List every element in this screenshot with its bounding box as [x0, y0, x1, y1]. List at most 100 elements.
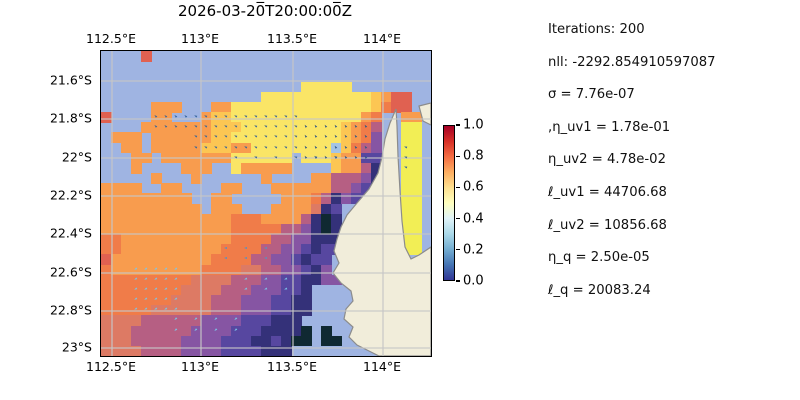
heatmap-cell — [341, 183, 352, 194]
heatmap-cell — [111, 315, 122, 327]
heatmap-cell — [331, 101, 342, 113]
heatmap-cell — [131, 325, 142, 337]
colorbar-tick-mark — [456, 155, 460, 157]
colorbar-tick-label: 0.8 — [463, 148, 484, 164]
colorbar-tick-label: 0.0 — [463, 273, 484, 289]
heatmap-cell — [321, 81, 332, 93]
heatmap-cell — [121, 223, 132, 235]
x-tick-label-top: 112.5°E — [86, 31, 136, 46]
heatmap-cell — [151, 193, 162, 205]
heatmap-cell — [141, 254, 152, 266]
heatmap-cell — [301, 193, 312, 205]
heatmap-cell — [151, 335, 162, 347]
heatmap-cell — [241, 335, 252, 347]
heatmap-cell — [271, 295, 282, 306]
heatmap-cell — [261, 315, 272, 327]
heatmap-cell — [211, 274, 222, 286]
heatmap-cell — [141, 315, 152, 327]
heatmap-cell — [201, 142, 212, 154]
heatmap-cell — [221, 142, 232, 154]
heatmap-cell — [181, 335, 192, 347]
heatmap-cell — [121, 142, 132, 154]
heatmap-cell — [121, 295, 132, 306]
heatmap-cell — [211, 264, 222, 276]
heatmap-cell — [201, 223, 212, 235]
heatmap-cell — [251, 264, 262, 276]
heatmap-cell — [311, 213, 322, 225]
heatmap-cell — [241, 162, 252, 174]
heatmap-cell — [151, 325, 162, 337]
heatmap-cell — [221, 183, 232, 194]
quiver-arrow — [313, 155, 318, 159]
heatmap-cell — [271, 325, 282, 337]
heatmap-cell — [411, 162, 422, 174]
heatmap-cell — [401, 101, 412, 113]
quiver-arrow — [333, 155, 338, 159]
heatmap-cell — [181, 132, 192, 144]
quiver-arrow — [293, 155, 298, 159]
heatmap-cell — [231, 183, 242, 194]
heatmap-cell — [221, 244, 232, 255]
heatmap-cell — [341, 101, 352, 113]
heatmap-cell — [211, 132, 222, 144]
heatmap-cell — [361, 142, 372, 154]
colorbar-tick-mark — [456, 186, 460, 189]
heatmap-cell — [331, 203, 342, 215]
heatmap-cell — [261, 91, 272, 103]
x-tick-label-top: 113.5°E — [267, 31, 317, 46]
heatmap-cell — [111, 193, 122, 205]
heatmap-cell — [141, 213, 152, 225]
heatmap-cell — [281, 295, 292, 306]
heatmap-cell — [271, 183, 282, 194]
heatmap-cell — [331, 223, 342, 235]
heatmap-cell — [221, 345, 232, 356]
heatmap-cell — [251, 122, 262, 133]
heatmap-cell — [241, 254, 252, 266]
heatmap-cell — [201, 315, 212, 327]
heatmap-cell — [261, 284, 272, 296]
heatmap-cell — [291, 132, 302, 144]
heatmap-cell — [231, 162, 242, 174]
heatmap-cell — [191, 162, 202, 174]
heatmap-cell — [131, 193, 142, 205]
heatmap-cell — [201, 132, 212, 144]
colorbar-tick-mark — [456, 249, 460, 251]
heatmap-cell — [251, 284, 262, 296]
heatmap-cell — [381, 91, 392, 103]
heatmap-cell — [131, 142, 142, 154]
heatmap-cell — [221, 234, 232, 245]
heatmap-cell — [301, 274, 312, 286]
colorbar-tick-label: 1.0 — [463, 117, 484, 133]
heatmap-cell — [171, 325, 182, 337]
heatmap-cell — [321, 254, 332, 266]
quiver-arrow — [244, 257, 247, 260]
heatmap-cell — [221, 335, 232, 347]
heatmap-cell — [291, 335, 302, 347]
heatmap-cell — [331, 81, 342, 93]
heatmap-cell — [121, 345, 132, 356]
heatmap-cell — [181, 274, 192, 286]
heatmap-cell — [151, 142, 162, 154]
heatmap-cell — [231, 142, 242, 154]
heatmap-cell — [171, 193, 182, 205]
heatmap-cell — [181, 162, 192, 174]
heatmap-cell — [101, 295, 112, 306]
heatmap-cell — [181, 213, 192, 225]
heatmap-cell — [271, 335, 282, 347]
heatmap-cell — [181, 254, 192, 266]
heatmap-cell — [361, 91, 372, 103]
heatmap-cell — [271, 142, 282, 154]
heatmap-cell — [161, 264, 172, 276]
heatmap-cell — [101, 335, 112, 347]
heatmap-cell — [191, 335, 202, 347]
heatmap-cell — [371, 142, 382, 154]
heatmap-cell — [191, 345, 202, 356]
heatmap-cell — [131, 295, 142, 306]
heatmap-cell — [121, 254, 132, 266]
heatmap-cell — [301, 325, 312, 337]
heatmap-cell — [181, 325, 192, 337]
heatmap-cell — [161, 213, 172, 225]
heatmap-cell — [331, 183, 342, 194]
heatmap-cell — [141, 295, 152, 306]
heatmap-cell — [171, 203, 182, 215]
